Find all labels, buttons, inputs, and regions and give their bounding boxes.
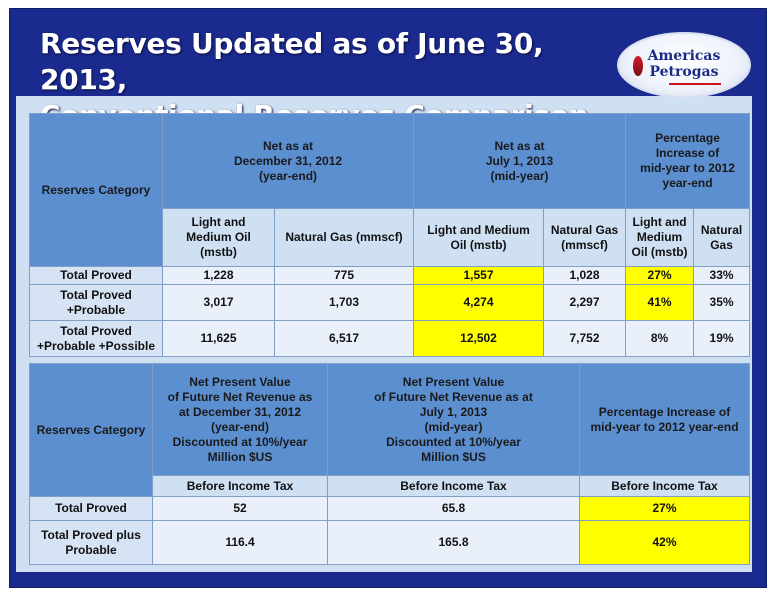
cell-pct: 42%	[579, 520, 750, 565]
before-tax-header-my: Before Income Tax	[327, 475, 580, 497]
cell-my-oil: 1,557	[413, 266, 545, 285]
row-label: Total Proved +Probable +Possible	[29, 320, 163, 357]
reserves-category-header: Reserves Category	[29, 363, 153, 497]
my-gas-header: Natural Gas (mmscf)	[543, 208, 627, 267]
cell-pct-gas: 19%	[693, 320, 751, 357]
flame-icon	[633, 56, 643, 76]
pct-increase-header: Percentage Increase of mid-year to 2012 y…	[579, 363, 750, 476]
cell-my-gas: 7,752	[543, 320, 627, 357]
cell-my-oil: 12,502	[413, 320, 545, 357]
table-row: Total Proved +Probable 3,017 1,703 4,274 …	[29, 284, 751, 321]
row-label: Total Proved plus Probable	[29, 520, 153, 565]
logo-word-1: Americas	[647, 48, 721, 64]
cell-npv-my: 65.8	[327, 496, 580, 521]
before-tax-header-ye: Before Income Tax	[152, 475, 328, 497]
cell-my-gas: 2,297	[543, 284, 627, 321]
cell-pct: 27%	[579, 496, 750, 521]
table-row: Total Proved +Probable +Possible 11,625 6…	[29, 320, 751, 357]
logo-underline	[669, 83, 721, 85]
mid-year-group-header: Net as at July 1, 2013 (mid-year)	[413, 113, 627, 209]
cell-pct-oil: 27%	[625, 266, 695, 285]
cell-pct-gas: 35%	[693, 284, 751, 321]
cell-ye-oil: 3,017	[162, 284, 275, 321]
row-label: Total Proved	[29, 266, 163, 285]
table-row: Total Proved 52 65.8 27%	[29, 496, 750, 521]
reserves-category-header: Reserves Category	[29, 113, 163, 267]
cell-npv-ye: 52	[152, 496, 328, 521]
npv-year-end-header: Net Present Value of Future Net Revenue a…	[152, 363, 328, 476]
year-end-group-header: Net as at December 31, 2012 (year-end)	[161, 113, 415, 209]
title-line-1: Reserves Updated as of June 30, 2013,	[40, 27, 544, 96]
row-label: Total Proved	[29, 496, 153, 521]
cell-pct-oil: 41%	[625, 284, 695, 321]
ye-oil-header: Light and Medium Oil (mstb)	[162, 208, 275, 267]
cell-pct-gas: 33%	[693, 266, 751, 285]
table-row: Total Proved plus Probable 116.4 165.8 42…	[29, 520, 750, 565]
reserves-table: Reserves Category Net as at December 31, …	[29, 113, 751, 357]
npv-mid-year-header: Net Present Value of Future Net Revenue a…	[327, 363, 580, 476]
cell-ye-oil: 1,228	[162, 266, 275, 285]
logo-word-2: Petrogas	[649, 64, 719, 80]
npv-table: Reserves Category Net Present Value of Fu…	[29, 363, 750, 565]
pct-oil-header: Light and Medium Oil (mstb)	[625, 208, 695, 267]
my-oil-header: Light and Medium Oil (mstb)	[413, 208, 545, 267]
cell-ye-gas: 775	[273, 266, 415, 285]
cell-ye-oil: 11,625	[162, 320, 275, 357]
cell-my-gas: 1,028	[543, 266, 627, 285]
cell-npv-my: 165.8	[327, 520, 580, 565]
pct-increase-group-header: Percentage Increase of mid-year to 2012 yea…	[625, 113, 751, 209]
cell-my-oil: 4,274	[413, 284, 545, 321]
cell-npv-ye: 116.4	[152, 520, 328, 565]
cell-ye-gas: 6,517	[273, 320, 415, 357]
company-logo: Americas Petrogas	[617, 32, 751, 98]
cell-ye-gas: 1,703	[273, 284, 415, 321]
cell-pct-oil: 8%	[625, 320, 695, 357]
table-row: Total Proved 1,228 775 1,557 1,028 27% 3…	[29, 266, 751, 285]
pct-gas-header: Natural Gas	[693, 208, 751, 267]
before-tax-header-pct: Before Income Tax	[579, 475, 750, 497]
row-label: Total Proved +Probable	[29, 284, 163, 321]
ye-gas-header: Natural Gas (mmscf)	[273, 208, 415, 267]
